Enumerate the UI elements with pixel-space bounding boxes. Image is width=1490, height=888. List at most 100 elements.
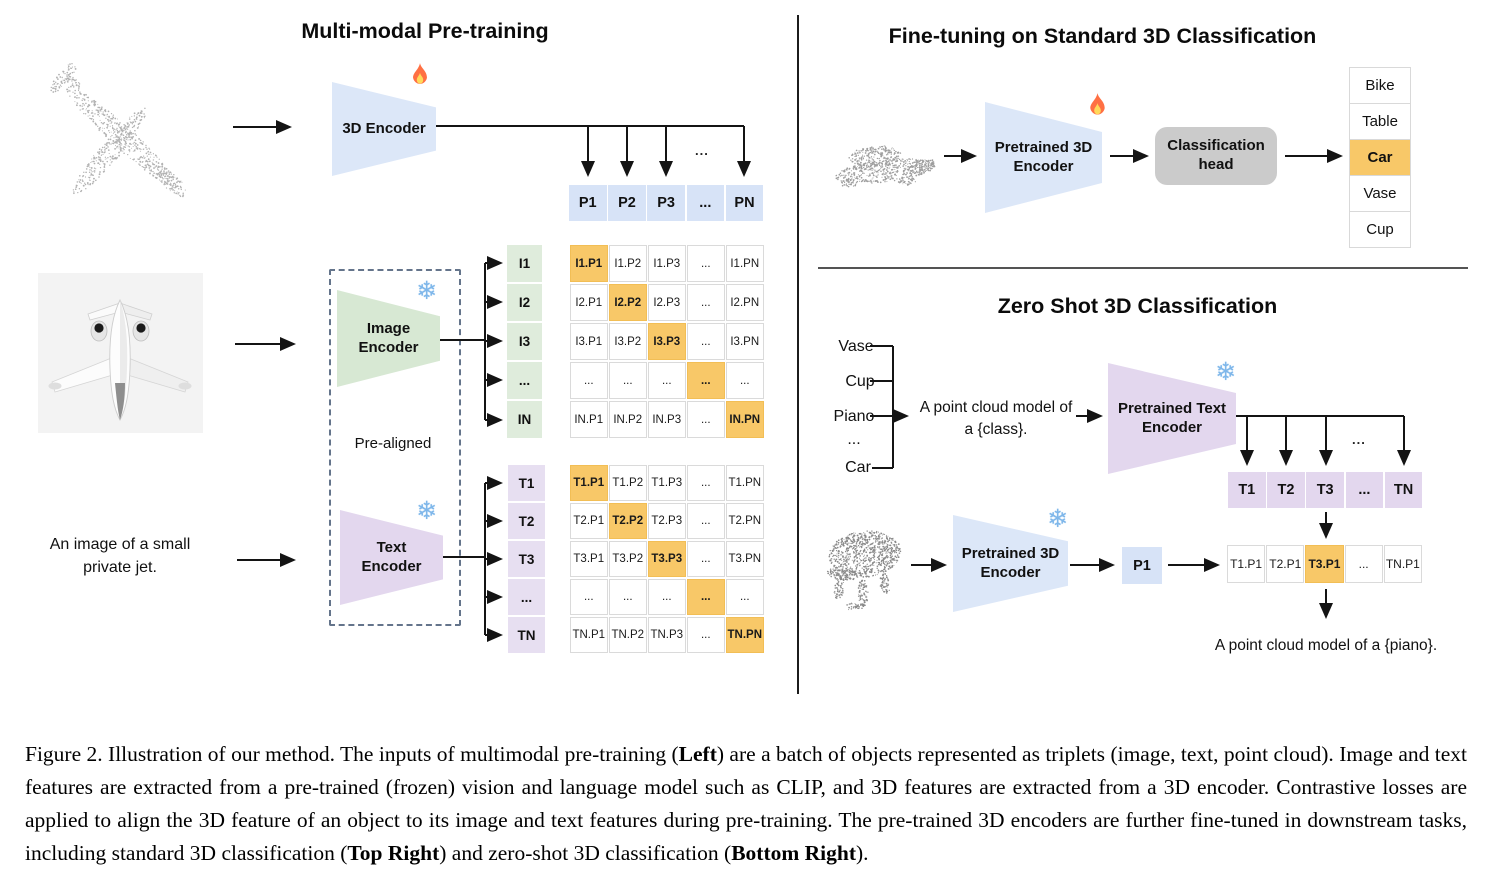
text-row-label: T1 [508, 465, 545, 501]
matrix-cell: T3.P2 [609, 541, 647, 577]
p-feature-cell: PN [725, 185, 764, 221]
matrix-cell: ... [687, 579, 725, 615]
class-list-item: Table [1350, 103, 1410, 139]
image-row-label: I2 [507, 284, 542, 321]
zeroshot-title: Zero Shot 3D Classification [997, 294, 1278, 318]
matrix-cell: T3.P1 [570, 541, 608, 577]
caption-bold-segment: Top Right [347, 840, 440, 865]
matrix-cell: I3.P3 [648, 323, 686, 360]
encoder-3d-label: 3D Encoder [342, 119, 426, 137]
text-row-label: TN [508, 617, 545, 653]
text-point-similarity-matrix: T1.P1 T1.P2 T1.P3... T1.PN T2.P1 T2.P2 T2.P3..… [570, 465, 764, 653]
caption-segment: ) are a batch of objects represented as … [25, 741, 1467, 865]
matrix-cell: T3.P3 [648, 541, 686, 577]
pretrained-3d-encoder-label: Pretrained 3D Encoder [961, 544, 1060, 581]
result-cell: TN.P1 [1383, 545, 1422, 583]
matrix-cell: I1.P2 [609, 245, 647, 282]
candidate-class: Vase [838, 338, 874, 355]
matrix-cell: I1.P3 [648, 245, 686, 282]
matrix-cell: ... [687, 284, 725, 321]
snowflake-icon: ❄ [1047, 504, 1068, 533]
pretrained-text-encoder-label: Pretrained Text Encoder [1117, 399, 1227, 436]
result-cell: T2.P1 [1266, 545, 1305, 583]
matrix-cell: T2.P2 [609, 503, 647, 539]
t-feature-cell: T2 [1267, 472, 1305, 508]
matrix-cell: ... [687, 323, 725, 360]
class-list-item: Cup [1350, 211, 1410, 247]
matrix-cell: ... [687, 465, 725, 501]
matrix-cell: I2.P1 [570, 284, 608, 321]
p-feature-cell: P2 [608, 185, 646, 221]
p1-feature-box: P1 [1122, 547, 1162, 584]
matrix-cell: ... [570, 362, 608, 399]
image-point-similarity-matrix: I1.P1 I1.P2 I1.P3... I1.PN I2.P1 I2.P2 I2.P3..… [570, 245, 764, 438]
caption-bold-segment: Bottom Right [731, 840, 857, 865]
candidate-class: ... [847, 431, 861, 448]
candidate-class: Car [845, 459, 871, 476]
caption-segment: ). [856, 840, 869, 865]
t-feature-cell: T1 [1228, 472, 1266, 508]
classification-head-label: Classification head [1167, 137, 1265, 173]
matrix-cell: T3.PN [726, 541, 764, 577]
text-row-label: T2 [508, 503, 545, 539]
figure-caption: Figure 2. Illustration of our method. Th… [25, 738, 1467, 870]
matrix-cell: I1.PN [726, 245, 764, 282]
matrix-cell: IN.PN [726, 401, 764, 438]
matrix-cell: ... [687, 541, 725, 577]
matrix-cell: TN.P1 [570, 617, 608, 653]
result-cell: T1.P1 [1227, 545, 1266, 583]
image-feature-labels: I1 I2 I3... IN [507, 245, 542, 438]
class-list-item: Bike [1350, 68, 1410, 103]
t-feature-cell: T3 [1306, 472, 1344, 508]
t-feature-cell: TN [1384, 472, 1423, 508]
matrix-cell: ... [726, 579, 764, 615]
matrix-cell: ... [726, 362, 764, 399]
matrix-cell: ... [609, 579, 647, 615]
matrix-cell: I3.PN [726, 323, 764, 360]
image-row-label: ... [507, 362, 542, 399]
matrix-cell: T1.P2 [609, 465, 647, 501]
piano-point-cloud [826, 530, 902, 611]
image-row-label: I3 [507, 323, 542, 360]
branch-ellipsis: ... [695, 143, 709, 158]
result-caption: A point cloud model of a {piano}. [1214, 637, 1438, 654]
matrix-cell: IN.P2 [609, 401, 647, 438]
class-prediction-list: Bike Table Car Vase Cup [1349, 67, 1411, 248]
matrix-cell: ... [570, 579, 608, 615]
classification-head: Classification head [1155, 127, 1277, 185]
matrix-cell: ... [609, 362, 647, 399]
fire-icon [1090, 93, 1105, 115]
similarity-result-row: T1.P1 T2.P1 T3.P1... TN.P1 [1227, 545, 1422, 583]
matrix-cell: T1.P1 [570, 465, 608, 501]
matrix-cell: ... [687, 245, 725, 282]
matrix-cell: I1.P1 [570, 245, 608, 282]
p-feature-row: P1 P2 P3... PN [569, 185, 764, 221]
result-cell: ... [1344, 545, 1383, 583]
text-encoder-label: Text Encoder [361, 538, 422, 575]
matrix-cell: ... [687, 503, 725, 539]
pre-aligned-dashed-box [329, 269, 461, 626]
snowflake-icon: ❄ [1215, 357, 1236, 386]
caption-segment: Figure 2. Illustration of our method. Th… [25, 741, 679, 766]
text-feature-row: T1 T2 T3... TN [1228, 472, 1423, 508]
matrix-cell: ... [648, 579, 686, 615]
prompt-template-text: A point cloud model of a {class}. [919, 399, 1073, 438]
candidate-class: Cup [845, 373, 875, 390]
fire-icon [413, 63, 427, 84]
matrix-cell: IN.P1 [570, 401, 608, 438]
matrix-cell: I2.PN [726, 284, 764, 321]
pretraining-title: Multi-modal Pre-training [301, 19, 549, 43]
result-cell: T3.P1 [1305, 545, 1344, 583]
matrix-cell: TN.PN [726, 617, 764, 653]
image-row-label: IN [507, 401, 542, 438]
matrix-cell: I2.P3 [648, 284, 686, 321]
encoder-3d: 3D Encoder [332, 82, 436, 176]
matrix-cell: I2.P2 [609, 284, 647, 321]
matrix-cell: ... [687, 362, 725, 399]
matrix-cell: TN.P2 [609, 617, 647, 653]
matrix-cell: TN.P3 [648, 617, 686, 653]
p-feature-cell: P1 [569, 185, 607, 221]
matrix-cell: I3.P2 [609, 323, 647, 360]
matrix-cell: ... [648, 362, 686, 399]
car-point-cloud [835, 145, 936, 188]
